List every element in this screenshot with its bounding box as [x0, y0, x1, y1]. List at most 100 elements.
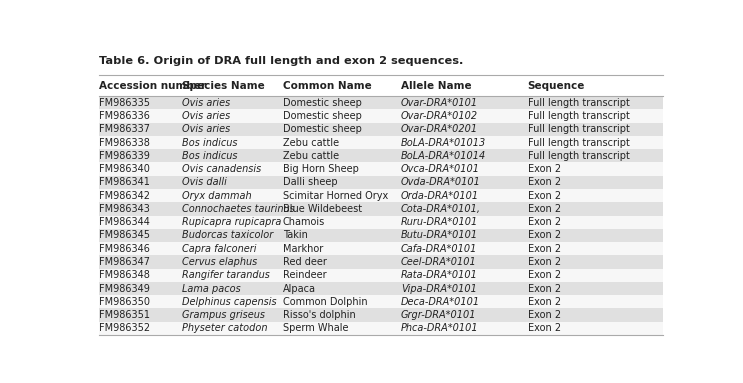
Text: Ovis aries: Ovis aries	[182, 111, 230, 121]
Text: Connochaetes taurinus: Connochaetes taurinus	[182, 204, 295, 214]
Text: Exon 2: Exon 2	[528, 310, 561, 320]
Text: Full length transcript: Full length transcript	[528, 111, 629, 121]
Text: Exon 2: Exon 2	[528, 297, 561, 307]
Bar	[99, 308, 663, 322]
Bar	[99, 216, 663, 229]
Text: Oryx dammah: Oryx dammah	[182, 191, 252, 201]
Text: Sperm Whale: Sperm Whale	[283, 323, 348, 333]
Text: Ovar-DRA*0102: Ovar-DRA*0102	[401, 111, 478, 121]
Text: Exon 2: Exon 2	[528, 270, 561, 280]
Bar	[99, 149, 663, 162]
Text: FM986350: FM986350	[99, 297, 149, 307]
Text: Markhor: Markhor	[283, 244, 323, 254]
Text: Vipa-DRA*0101: Vipa-DRA*0101	[401, 283, 477, 293]
Text: Exon 2: Exon 2	[528, 257, 561, 267]
Text: FM986342: FM986342	[99, 191, 149, 201]
Text: Risso's dolphin: Risso's dolphin	[283, 310, 356, 320]
Text: Lama pacos: Lama pacos	[182, 283, 241, 293]
Text: FM986348: FM986348	[99, 270, 149, 280]
Text: Exon 2: Exon 2	[528, 217, 561, 227]
Text: Rata-DRA*0101: Rata-DRA*0101	[401, 270, 478, 280]
Bar	[99, 189, 663, 202]
Text: Accession number: Accession number	[99, 81, 206, 91]
Text: Species Name: Species Name	[182, 81, 265, 91]
Text: Ceel-DRA*0101: Ceel-DRA*0101	[401, 257, 477, 267]
Text: Full length transcript: Full length transcript	[528, 151, 629, 161]
Text: Rangifer tarandus: Rangifer tarandus	[182, 270, 270, 280]
Text: BoLA-DRA*01014: BoLA-DRA*01014	[401, 151, 486, 161]
Text: Ovar-DRA*0101: Ovar-DRA*0101	[401, 98, 478, 108]
Text: FM986335: FM986335	[99, 98, 149, 108]
Text: Exon 2: Exon 2	[528, 204, 561, 214]
Text: Bos indicus: Bos indicus	[182, 151, 238, 161]
Text: Ovis aries: Ovis aries	[182, 124, 230, 134]
Bar	[99, 268, 663, 282]
Text: Domestic sheep: Domestic sheep	[283, 124, 362, 134]
Text: Scimitar Horned Oryx: Scimitar Horned Oryx	[283, 191, 388, 201]
Text: FM986352: FM986352	[99, 323, 150, 333]
Bar	[99, 202, 663, 216]
Text: Full length transcript: Full length transcript	[528, 98, 629, 108]
Bar	[99, 123, 663, 136]
Text: Zebu cattle: Zebu cattle	[283, 151, 339, 161]
Text: Table 6. Origin of DRA full length and exon 2 sequences.: Table 6. Origin of DRA full length and e…	[99, 56, 463, 66]
Text: FM986341: FM986341	[99, 177, 149, 187]
Text: Blue Wildebeest: Blue Wildebeest	[283, 204, 362, 214]
Text: Zebu cattle: Zebu cattle	[283, 137, 339, 147]
Text: Cota-DRA*0101,: Cota-DRA*0101,	[401, 204, 481, 214]
Text: Sequence: Sequence	[528, 81, 585, 91]
Text: Grgr-DRA*0101: Grgr-DRA*0101	[401, 310, 476, 320]
Text: Dalli sheep: Dalli sheep	[283, 177, 337, 187]
Text: Exon 2: Exon 2	[528, 323, 561, 333]
Bar	[99, 162, 663, 176]
Text: Ovar-DRA*0201: Ovar-DRA*0201	[401, 124, 478, 134]
Text: Red deer: Red deer	[283, 257, 327, 267]
Text: Full length transcript: Full length transcript	[528, 124, 629, 134]
Text: Exon 2: Exon 2	[528, 177, 561, 187]
Text: Domestic sheep: Domestic sheep	[283, 98, 362, 108]
Text: Rupicapra rupicapra: Rupicapra rupicapra	[182, 217, 282, 227]
Text: Alpaca: Alpaca	[283, 283, 316, 293]
Bar	[99, 282, 663, 295]
Text: FM986346: FM986346	[99, 244, 149, 254]
Bar	[99, 96, 663, 110]
Text: Exon 2: Exon 2	[528, 283, 561, 293]
Text: Full length transcript: Full length transcript	[528, 137, 629, 147]
Text: Deca-DRA*0101: Deca-DRA*0101	[401, 297, 480, 307]
Text: Budorcas taxicolor: Budorcas taxicolor	[182, 231, 273, 241]
Text: Orda-DRA*0101: Orda-DRA*0101	[401, 191, 479, 201]
Text: FM986347: FM986347	[99, 257, 149, 267]
Text: BoLA-DRA*01013: BoLA-DRA*01013	[401, 137, 486, 147]
Bar	[99, 110, 663, 123]
Text: Physeter catodon: Physeter catodon	[182, 323, 267, 333]
Text: Reindeer: Reindeer	[283, 270, 326, 280]
Text: Ovca-DRA*0101: Ovca-DRA*0101	[401, 164, 480, 174]
Text: Cafa-DRA*0101: Cafa-DRA*0101	[401, 244, 477, 254]
Text: Butu-DRA*0101: Butu-DRA*0101	[401, 231, 478, 241]
Text: Cervus elaphus: Cervus elaphus	[182, 257, 257, 267]
Bar	[99, 176, 663, 189]
Bar	[99, 229, 663, 242]
Text: FM986345: FM986345	[99, 231, 149, 241]
Text: Domestic sheep: Domestic sheep	[283, 111, 362, 121]
Bar	[99, 242, 663, 255]
Text: Ovis canadensis: Ovis canadensis	[182, 164, 262, 174]
Bar	[99, 295, 663, 308]
Text: Ruru-DRA*0101: Ruru-DRA*0101	[401, 217, 478, 227]
Text: Ovda-DRA*0101: Ovda-DRA*0101	[401, 177, 481, 187]
Text: Grampus griseus: Grampus griseus	[182, 310, 265, 320]
Text: FM986343: FM986343	[99, 204, 149, 214]
Text: Delphinus capensis: Delphinus capensis	[182, 297, 276, 307]
Text: Phca-DRA*0101: Phca-DRA*0101	[401, 323, 478, 333]
Text: FM986339: FM986339	[99, 151, 149, 161]
Text: FM986340: FM986340	[99, 164, 149, 174]
Text: FM986344: FM986344	[99, 217, 149, 227]
Text: FM986338: FM986338	[99, 137, 149, 147]
Text: Bos indicus: Bos indicus	[182, 137, 238, 147]
Text: Exon 2: Exon 2	[528, 164, 561, 174]
Text: FM986349: FM986349	[99, 283, 149, 293]
Text: Takin: Takin	[283, 231, 308, 241]
Text: Exon 2: Exon 2	[528, 244, 561, 254]
Bar	[99, 322, 663, 335]
Text: Capra falconeri: Capra falconeri	[182, 244, 256, 254]
